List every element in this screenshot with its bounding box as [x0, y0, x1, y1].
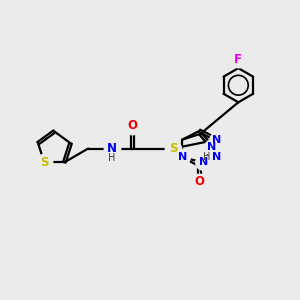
- Text: O: O: [194, 175, 205, 188]
- Text: N: N: [178, 152, 187, 162]
- Text: S: S: [169, 142, 177, 155]
- Text: H: H: [108, 153, 116, 163]
- Text: N: N: [212, 152, 221, 162]
- Text: O: O: [127, 119, 137, 132]
- Text: S: S: [40, 156, 49, 169]
- Text: H: H: [203, 152, 210, 162]
- Text: N: N: [208, 142, 217, 152]
- Text: N: N: [107, 142, 117, 155]
- Text: N: N: [212, 135, 221, 145]
- Text: N: N: [199, 157, 208, 167]
- Text: F: F: [234, 53, 242, 66]
